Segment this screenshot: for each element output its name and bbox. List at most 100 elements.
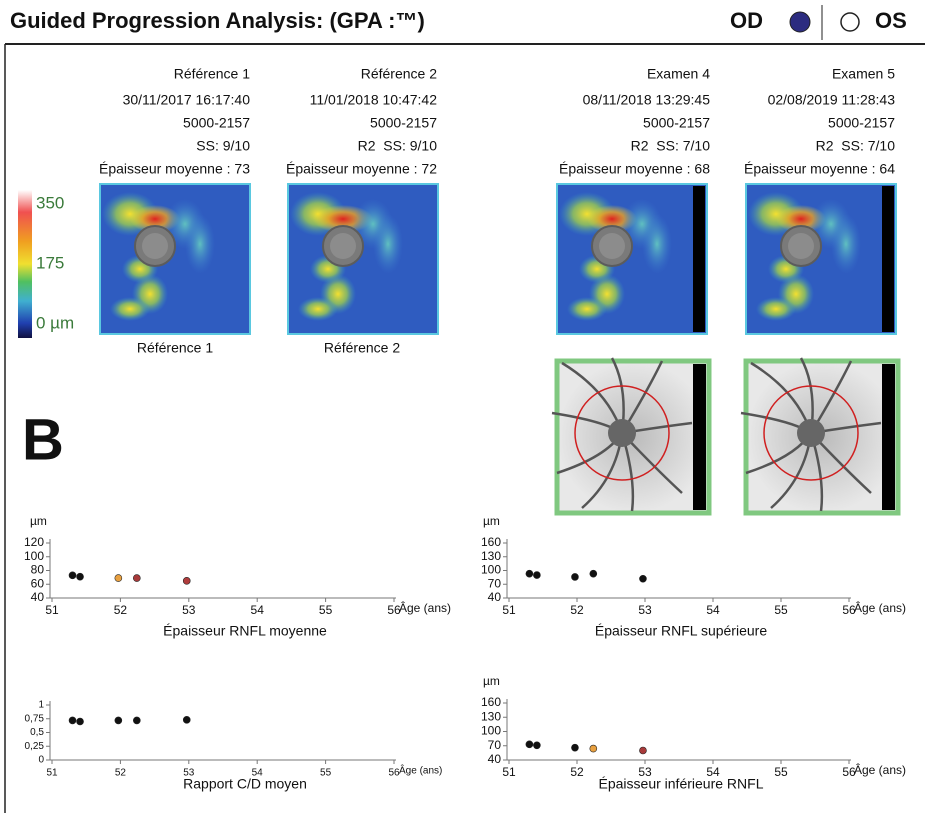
data-point: [590, 570, 597, 577]
map-blob: [831, 214, 861, 274]
fundus-image: [741, 358, 898, 513]
y-tick-label: 60: [31, 576, 45, 590]
y-tick-label: 0,5: [30, 727, 44, 738]
data-point: [639, 575, 646, 582]
chart-title: Rapport C/D moyen: [183, 776, 307, 792]
header-title: Guided Progression Analysis: (GPA :™): [10, 8, 425, 33]
y-tick-label: 100: [481, 724, 501, 738]
x-axis-label: Âge (ans): [399, 764, 442, 777]
chart-title: Épaisseur inférieure RNFL: [599, 776, 764, 792]
exam-scan: SS: 9/10: [196, 138, 250, 154]
x-tick-label: 51: [45, 603, 59, 617]
scan-edge: [882, 364, 895, 510]
y-tick-label: 0,25: [25, 741, 45, 752]
data-point: [533, 742, 540, 749]
y-tick-label: 160: [481, 535, 501, 549]
y-tick-label: 160: [481, 695, 501, 709]
data-point: [77, 573, 84, 580]
map-blob: [298, 297, 338, 321]
x-axis-label: Âge (ans): [854, 600, 906, 615]
report: Guided Progression Analysis: (GPA :™) OD…: [0, 0, 925, 813]
y-tick-label: 80: [31, 563, 45, 577]
y-tick-label: 100: [481, 563, 501, 577]
exam-caption: Référence 2: [324, 340, 400, 356]
y-tick-label: 40: [488, 752, 502, 766]
os-label[interactable]: OS: [875, 8, 907, 33]
fundus-image: [552, 358, 709, 513]
color-scale: [18, 190, 32, 338]
y-tick-label: 0: [38, 755, 44, 766]
x-tick-label: 53: [638, 603, 652, 617]
os-radio[interactable]: [841, 13, 859, 31]
map-blob: [756, 297, 796, 321]
scale-label: 0 µm: [36, 313, 74, 332]
exam-thickness: Épaisseur moyenne : 72: [286, 161, 437, 177]
y-tick-label: 1: [38, 700, 44, 711]
exam-datetime: 11/01/2018 10:47:42: [310, 92, 438, 108]
data-point: [590, 745, 597, 752]
exam-scan: R2 SS: 7/10: [816, 138, 896, 154]
x-tick-label: 55: [774, 765, 788, 779]
data-point: [526, 741, 533, 748]
y-unit: µm: [30, 514, 47, 528]
x-tick-label: 52: [114, 603, 128, 617]
exam-title: Référence 2: [361, 66, 437, 82]
x-tick-label: 55: [774, 603, 788, 617]
scale-label: 175: [36, 253, 64, 272]
map-blob: [110, 297, 150, 321]
exam-thickness: Épaisseur moyenne : 73: [99, 161, 250, 177]
exam-title: Examen 4: [647, 66, 710, 82]
map-blob: [185, 214, 215, 274]
data-point: [526, 570, 533, 577]
exam-caption: Référence 1: [137, 340, 213, 356]
exam-datetime: 02/08/2019 11:28:43: [768, 92, 896, 108]
y-tick-label: 130: [481, 709, 501, 723]
y-tick-label: 100: [24, 549, 44, 563]
exam-datetime: 30/11/2017 16:17:40: [123, 92, 251, 108]
x-tick-label: 51: [502, 765, 516, 779]
panel-label: B: [22, 407, 64, 472]
x-axis-label: Âge (ans): [399, 600, 451, 615]
exam-scan: R2 SS: 7/10: [631, 138, 711, 154]
data-point: [133, 575, 140, 582]
thickness-map: [746, 184, 896, 334]
page: { "header": {"title": "Guided Progressio…: [0, 0, 925, 813]
x-tick-label: 51: [502, 603, 516, 617]
exam-id: 5000-2157: [828, 115, 895, 131]
x-tick-label: 55: [320, 768, 332, 779]
od-label[interactable]: OD: [730, 8, 763, 33]
exam-id: 5000-2157: [370, 115, 437, 131]
data-point: [133, 717, 140, 724]
data-point: [183, 577, 190, 584]
exam-thickness: Épaisseur moyenne : 68: [559, 161, 710, 177]
y-unit: µm: [483, 674, 500, 688]
data-point: [571, 744, 578, 751]
map-blob: [373, 214, 403, 274]
chart-title: Épaisseur RNFL moyenne: [163, 623, 327, 639]
x-tick-label: 52: [115, 768, 127, 779]
thickness-map: [288, 184, 438, 334]
data-point: [571, 573, 578, 580]
x-tick-label: 54: [251, 603, 265, 617]
od-radio[interactable]: [790, 12, 810, 32]
y-tick-label: 70: [488, 576, 502, 590]
exam-scan: R2 SS: 9/10: [358, 138, 438, 154]
scan-edge: [882, 186, 894, 332]
x-tick-label: 51: [46, 768, 58, 779]
y-tick-label: 70: [488, 738, 502, 752]
data-point: [639, 747, 646, 754]
data-point: [533, 572, 540, 579]
optic-cup: [330, 233, 356, 259]
x-tick-label: 52: [570, 603, 584, 617]
data-point: [183, 716, 190, 723]
exam-title: Référence 1: [174, 66, 250, 82]
map-blob: [642, 214, 672, 274]
thickness-map: [557, 184, 707, 334]
y-tick-label: 120: [24, 535, 44, 549]
optic-cup: [788, 233, 814, 259]
fundus-disc: [608, 419, 636, 447]
scan-edge: [693, 364, 706, 510]
data-point: [69, 572, 76, 579]
optic-cup: [142, 233, 168, 259]
thickness-map: [100, 184, 250, 334]
